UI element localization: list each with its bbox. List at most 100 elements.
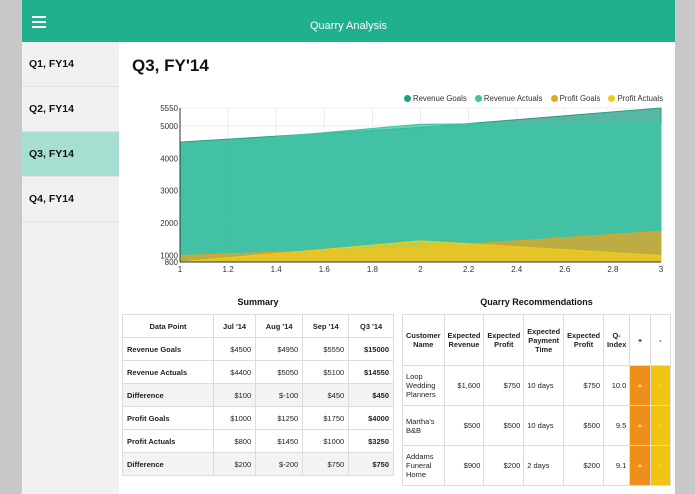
table-row: Revenue Actuals $4400 $5050 $5100 $14550 bbox=[122, 360, 394, 384]
minus-button[interactable]: - bbox=[649, 405, 672, 446]
sidebar-item-q2[interactable]: Q2, FY14 bbox=[22, 87, 119, 132]
table-cell: $450 bbox=[302, 383, 350, 407]
legend-swatch bbox=[550, 95, 558, 102]
page-title: Q3, FY'14 bbox=[132, 56, 209, 75]
chart-legend: Revenue Goals Revenue Actuals Profit Goa… bbox=[398, 94, 663, 103]
table-row: Addams Funeral Home $900 $200 2 days $20… bbox=[402, 445, 672, 486]
x-tick-label: 1.8 bbox=[367, 265, 379, 274]
table-cell-total: $15000 bbox=[348, 337, 394, 361]
x-tick-label: 3 bbox=[659, 265, 664, 274]
x-tick-label: 1.6 bbox=[319, 265, 331, 274]
legend-item-revenue-goals[interactable]: Revenue Goals bbox=[403, 94, 467, 103]
plus-button[interactable]: + bbox=[629, 365, 651, 406]
y-tick-label: 3000 bbox=[160, 187, 178, 196]
minus-button[interactable]: - bbox=[649, 365, 672, 406]
table-header-row: Data Point Jul '14 Aug '14 Sep '14 Q3 '1… bbox=[122, 314, 394, 338]
app-title: Quarry Analysis bbox=[309, 20, 388, 32]
table-cell: $500 bbox=[483, 405, 525, 446]
plus-button[interactable]: + bbox=[629, 445, 651, 486]
table-cell: $-100 bbox=[255, 383, 304, 407]
sidebar: Q1, FY14 Q2, FY14 Q3, FY14 Q4, FY14 bbox=[22, 42, 119, 494]
legend-swatch bbox=[474, 95, 482, 102]
column-header: Q-Index bbox=[602, 314, 631, 366]
table-cell-total: $3250 bbox=[348, 429, 394, 453]
legend-swatch bbox=[608, 95, 616, 102]
y-tick-label: 2000 bbox=[160, 219, 178, 228]
sidebar-item-q3[interactable]: Q3, FY14 bbox=[22, 132, 119, 177]
table-cell: $500 bbox=[563, 405, 604, 446]
table-cell: $4400 bbox=[212, 360, 257, 384]
table-cell: $1250 bbox=[255, 406, 304, 430]
column-header: Q3 '14 bbox=[348, 314, 394, 338]
row-label: Profit Actuals bbox=[122, 429, 214, 453]
legend-item-profit-goals[interactable]: Profit Goals bbox=[550, 94, 600, 103]
x-tick-label: 2.8 bbox=[607, 265, 619, 274]
x-tick-label: 2.6 bbox=[559, 265, 571, 274]
x-tick-label: 1.2 bbox=[223, 265, 235, 274]
y-tick-label: 800 bbox=[165, 258, 179, 267]
app: Quarry Analysis Q1, FY14 Q2, FY14 Q3, FY… bbox=[22, 0, 675, 494]
top-bar: Quarry Analysis bbox=[22, 0, 675, 42]
table-cell: $200 bbox=[563, 445, 604, 486]
column-header: Customer Name bbox=[402, 314, 445, 366]
row-label: Difference bbox=[122, 383, 214, 407]
row-label: Revenue Actuals bbox=[122, 360, 214, 384]
table-cell: $1450 bbox=[255, 429, 304, 453]
x-tick-label: 1.4 bbox=[271, 265, 283, 274]
table-header-row: Customer Name Expected Revenue Expected … bbox=[402, 314, 672, 366]
legend-item-revenue-actuals[interactable]: Revenue Actuals bbox=[474, 94, 542, 103]
column-header: - bbox=[649, 314, 672, 366]
table-cell: $500 bbox=[443, 405, 485, 446]
table-cell: $1,600 bbox=[443, 365, 485, 406]
column-header: Expected Profit bbox=[483, 314, 525, 366]
table-cell-total: $450 bbox=[348, 383, 394, 407]
sidebar-item-q1[interactable]: Q1, FY14 bbox=[22, 42, 119, 87]
x-tick-label: 1 bbox=[178, 265, 183, 274]
table-cell: $1000 bbox=[302, 429, 350, 453]
customer-name: Martha's B&B bbox=[402, 405, 445, 446]
table-cell: 2 days bbox=[523, 445, 565, 486]
minus-button[interactable]: - bbox=[649, 445, 672, 486]
column-header: Aug '14 bbox=[255, 314, 304, 338]
table-cell: $750 bbox=[302, 452, 350, 476]
table-cell: $5550 bbox=[302, 337, 350, 361]
plus-button[interactable]: + bbox=[629, 405, 651, 446]
main-content: Q3, FY'14 Revenue Goals Revenue Actuals … bbox=[119, 42, 675, 494]
column-header: Data Point bbox=[122, 314, 214, 338]
menu-icon[interactable] bbox=[32, 16, 46, 28]
table-cell: $5050 bbox=[255, 360, 304, 384]
table-cell: $4950 bbox=[255, 337, 304, 361]
table-cell: $100 bbox=[212, 383, 257, 407]
column-header: Expected Profit bbox=[563, 314, 604, 366]
y-tick-label: 5000 bbox=[160, 122, 178, 131]
table-cell: 10 days bbox=[523, 405, 565, 446]
recommendations-table: Customer Name Expected Revenue Expected … bbox=[402, 314, 672, 486]
row-label: Difference bbox=[122, 452, 214, 476]
recommendations-title: Quarry Recommendations bbox=[480, 297, 593, 307]
column-header: + bbox=[629, 314, 651, 366]
table-row: Martha's B&B $500 $500 10 days $500 9.5 … bbox=[402, 405, 672, 446]
table-cell: $4500 bbox=[212, 337, 257, 361]
column-header: Expected Revenue bbox=[443, 314, 485, 366]
y-tick-label: 4000 bbox=[160, 154, 178, 163]
x-tick-label: 2.4 bbox=[511, 265, 523, 274]
sidebar-item-q4[interactable]: Q4, FY14 bbox=[22, 177, 119, 222]
y-tick-label: 5550 bbox=[160, 104, 178, 113]
table-row: Profit Goals $1000 $1250 $1750 $4000 bbox=[122, 406, 394, 430]
table-cell: $-200 bbox=[255, 452, 304, 476]
table-cell: $200 bbox=[483, 445, 525, 486]
table-cell-total: $14550 bbox=[348, 360, 394, 384]
table-row: Profit Actuals $800 $1450 $1000 $3250 bbox=[122, 429, 394, 453]
table-cell-total: $4000 bbox=[348, 406, 394, 430]
q-index-cell: 10.0 bbox=[602, 365, 631, 406]
column-header: Expected Payment Time bbox=[523, 314, 565, 366]
table-cell-total: $750 bbox=[348, 452, 394, 476]
row-label: Profit Goals bbox=[122, 406, 214, 430]
row-label: Revenue Goals bbox=[122, 337, 214, 361]
q-index-cell: 9.1 bbox=[602, 445, 631, 486]
table-cell: $900 bbox=[443, 445, 485, 486]
table-cell: $1750 bbox=[302, 406, 350, 430]
legend-item-profit-actuals[interactable]: Profit Actuals bbox=[608, 94, 663, 103]
table-row: Revenue Goals $4500 $4950 $5550 $15000 bbox=[122, 337, 394, 361]
